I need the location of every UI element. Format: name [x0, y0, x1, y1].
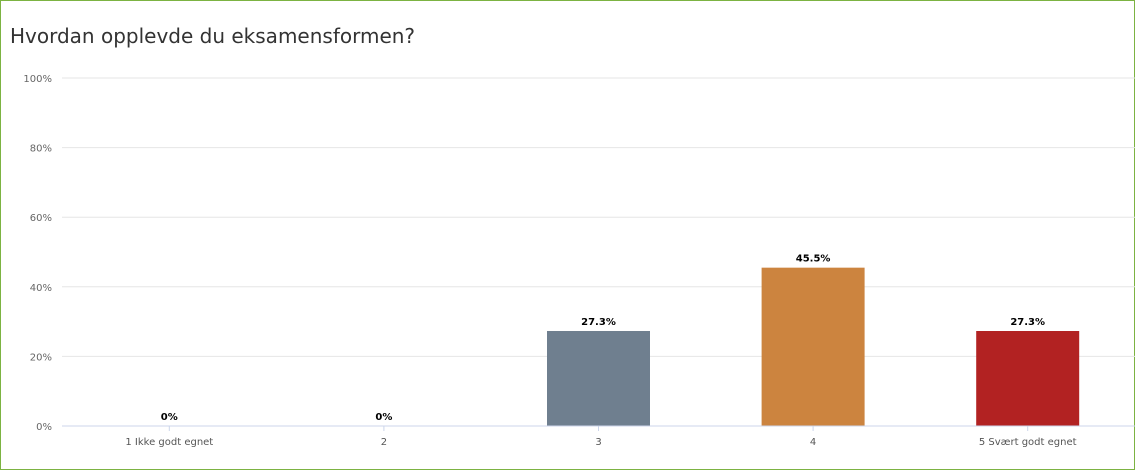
bar — [547, 330, 650, 426]
data-label: 27.3% — [1010, 317, 1045, 328]
y-tick-label: 60% — [30, 213, 52, 224]
y-tick-label: 100% — [23, 74, 52, 85]
y-tick-label: 40% — [30, 283, 52, 294]
chart-title: Hvordan opplevde du eksamensformen? — [10, 24, 416, 48]
y-tick-label: 20% — [30, 352, 52, 363]
x-tick-label: 2 — [381, 437, 387, 448]
data-label: 45.5% — [796, 254, 831, 265]
data-label: 0% — [161, 412, 178, 423]
y-tick-label: 80% — [30, 144, 52, 155]
data-label: 27.3% — [581, 317, 616, 328]
x-tick-label: 3 — [595, 437, 601, 448]
y-tick-label: 0% — [36, 422, 52, 433]
x-tick-label: 1 Ikke godt egnet — [125, 437, 213, 448]
data-label: 0% — [375, 412, 392, 423]
bar — [976, 330, 1080, 426]
bar — [761, 267, 865, 426]
x-tick-label: 4 — [810, 437, 816, 448]
x-tick-label: 5 Svært godt egnet — [979, 437, 1077, 448]
